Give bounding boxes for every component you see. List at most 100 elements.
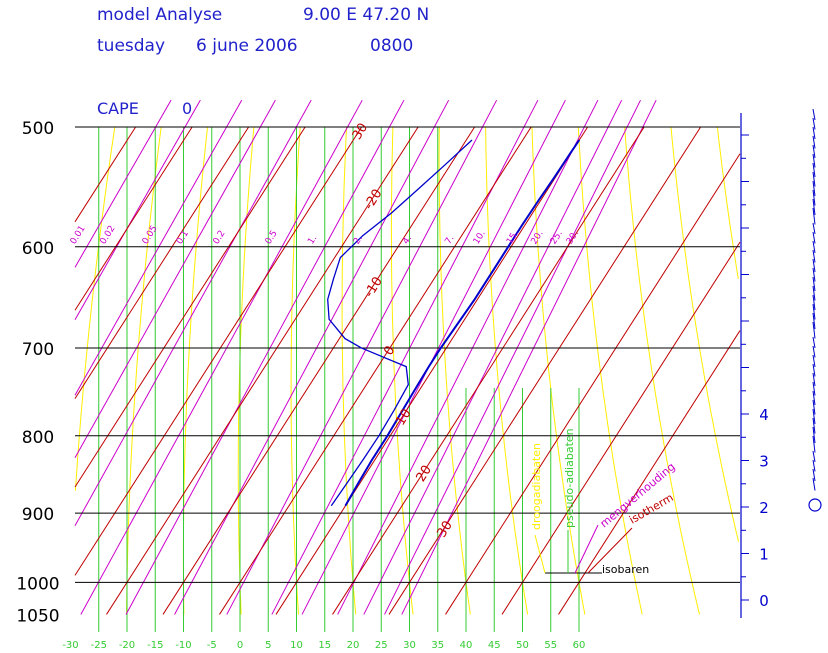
mixing-ratio-label: 0.5 <box>264 229 280 246</box>
wind-barb <box>812 345 816 358</box>
mixing-ratio-line <box>363 99 623 615</box>
cape-value: 0 <box>182 99 192 118</box>
wind-barb <box>812 294 816 311</box>
wind-barb <box>812 276 816 292</box>
x-tick-label: -10 <box>175 640 191 651</box>
pressure-label: 1000 <box>16 574 59 594</box>
legend-dry-line <box>534 534 546 574</box>
mixing-ratio-label: 30. <box>565 229 581 246</box>
wind-barb <box>812 162 816 178</box>
time-value: 0800 <box>370 36 414 56</box>
isotherm-label: -10 <box>362 274 386 300</box>
wind-barb <box>812 126 816 140</box>
mixing-ratio-label: 1. <box>306 234 319 247</box>
mixing-ratio-label: 0.2 <box>212 229 228 246</box>
day-name: tuesday <box>97 36 166 56</box>
isotherms <box>74 126 741 615</box>
isotherm-label: 10 <box>393 406 414 428</box>
dry-adiabat-line <box>290 126 301 615</box>
sounding-curves <box>327 139 581 507</box>
wind-barb <box>812 222 816 235</box>
cape-number: 0 <box>182 99 193 118</box>
dry-adiabat-line <box>390 126 414 615</box>
wind-barb <box>812 258 816 273</box>
wind-barb <box>812 285 816 301</box>
mixing-ratio-line <box>384 99 641 615</box>
wind-barb <box>812 153 816 168</box>
x-tick-label: 40 <box>460 640 473 651</box>
dry-adiabat-line <box>341 126 357 615</box>
wind-barbs <box>808 108 822 512</box>
wind-barb <box>812 135 816 149</box>
height-label: 4 <box>759 406 769 424</box>
height-label: 2 <box>759 499 769 517</box>
isobars <box>75 126 740 583</box>
isotherm-line <box>162 126 476 615</box>
isotherm-line <box>332 126 645 615</box>
isotherm-label: 20 <box>414 463 435 485</box>
wind-barb <box>812 408 816 425</box>
isotherm-label: 0 <box>381 343 398 358</box>
mixing-ratio-line <box>226 99 498 615</box>
height-label: 0 <box>759 592 769 610</box>
legend-label: pseudo-adiabaten <box>563 428 576 528</box>
wind-barb <box>812 477 816 491</box>
pressure-label: 700 <box>22 340 54 360</box>
wind-barb <box>812 189 816 206</box>
location-label: 9.00 E 47.20 N <box>303 5 429 25</box>
chart-labels: 0.01 0.02 0.05 0.1 0.2 0.5 1. 2. 4. 7. 10. 15. 20. 25… <box>16 119 585 651</box>
mixing-ratio-label: 25. <box>549 229 565 246</box>
mixing-ratio-label: 10. <box>472 229 488 246</box>
dry-adiabat-line <box>74 126 116 491</box>
isotherm-line <box>501 241 741 615</box>
isotherm-line <box>74 126 137 223</box>
dry-adiabat-line <box>624 126 700 615</box>
wind-barb <box>812 450 816 463</box>
isotherm-line <box>445 153 741 615</box>
isotherm-line <box>74 126 250 399</box>
x-tick-label: -20 <box>119 640 135 651</box>
legend: droogadiabaten pseudo-adiabaten mengverhou… <box>530 428 678 576</box>
time-label: 0800 <box>370 36 413 56</box>
calm-wind-circle <box>808 498 822 512</box>
wind-barb <box>812 435 816 453</box>
model-title: model Analyse <box>97 5 222 25</box>
x-tick-label: 20 <box>347 640 360 651</box>
wind-barb <box>812 321 816 339</box>
temperature-curve <box>344 139 581 507</box>
wind-barb <box>812 198 816 216</box>
x-tick-label: -15 <box>147 640 163 651</box>
wind-barb <box>812 108 816 121</box>
dry-adiabat-line <box>438 126 471 615</box>
wind-barb <box>812 249 816 263</box>
x-tick-label: -5 <box>207 640 217 651</box>
x-tick-label: 45 <box>488 640 501 651</box>
dewpoint-curve <box>327 139 473 507</box>
dry-adiabat-line <box>237 126 255 615</box>
x-tick-label: 25 <box>375 640 388 651</box>
x-tick-label: 35 <box>431 640 444 651</box>
isotherm-label: -20 <box>362 187 386 213</box>
mixing-ratio-label: 4. <box>401 234 414 247</box>
pseudo-adiabats <box>98 127 580 632</box>
x-tick-label: -25 <box>91 640 107 651</box>
wind-barb <box>812 144 816 159</box>
pressure-label: 500 <box>22 119 54 139</box>
mixing-ratio-line <box>74 99 201 320</box>
wind-barb <box>812 426 816 444</box>
wind-barb <box>812 231 816 244</box>
mixing-ratio-label: 0.01 <box>69 224 88 246</box>
mixing-ratio-line <box>337 99 599 615</box>
wind-barb <box>812 180 816 197</box>
mixing-ratio-line <box>125 99 405 615</box>
isotherm-line <box>275 126 589 615</box>
location-coordinates: 9.00 E 47.20 N <box>303 5 430 25</box>
wind-barb <box>812 336 816 349</box>
mixing-ratio-label: 7. <box>444 234 457 247</box>
isotherm-line <box>74 126 306 488</box>
date-value: 6 june 2006 <box>196 36 298 56</box>
legend-label: droogadiabaten <box>530 443 543 530</box>
wind-barb <box>812 303 816 320</box>
pressure-label: 900 <box>22 505 54 525</box>
